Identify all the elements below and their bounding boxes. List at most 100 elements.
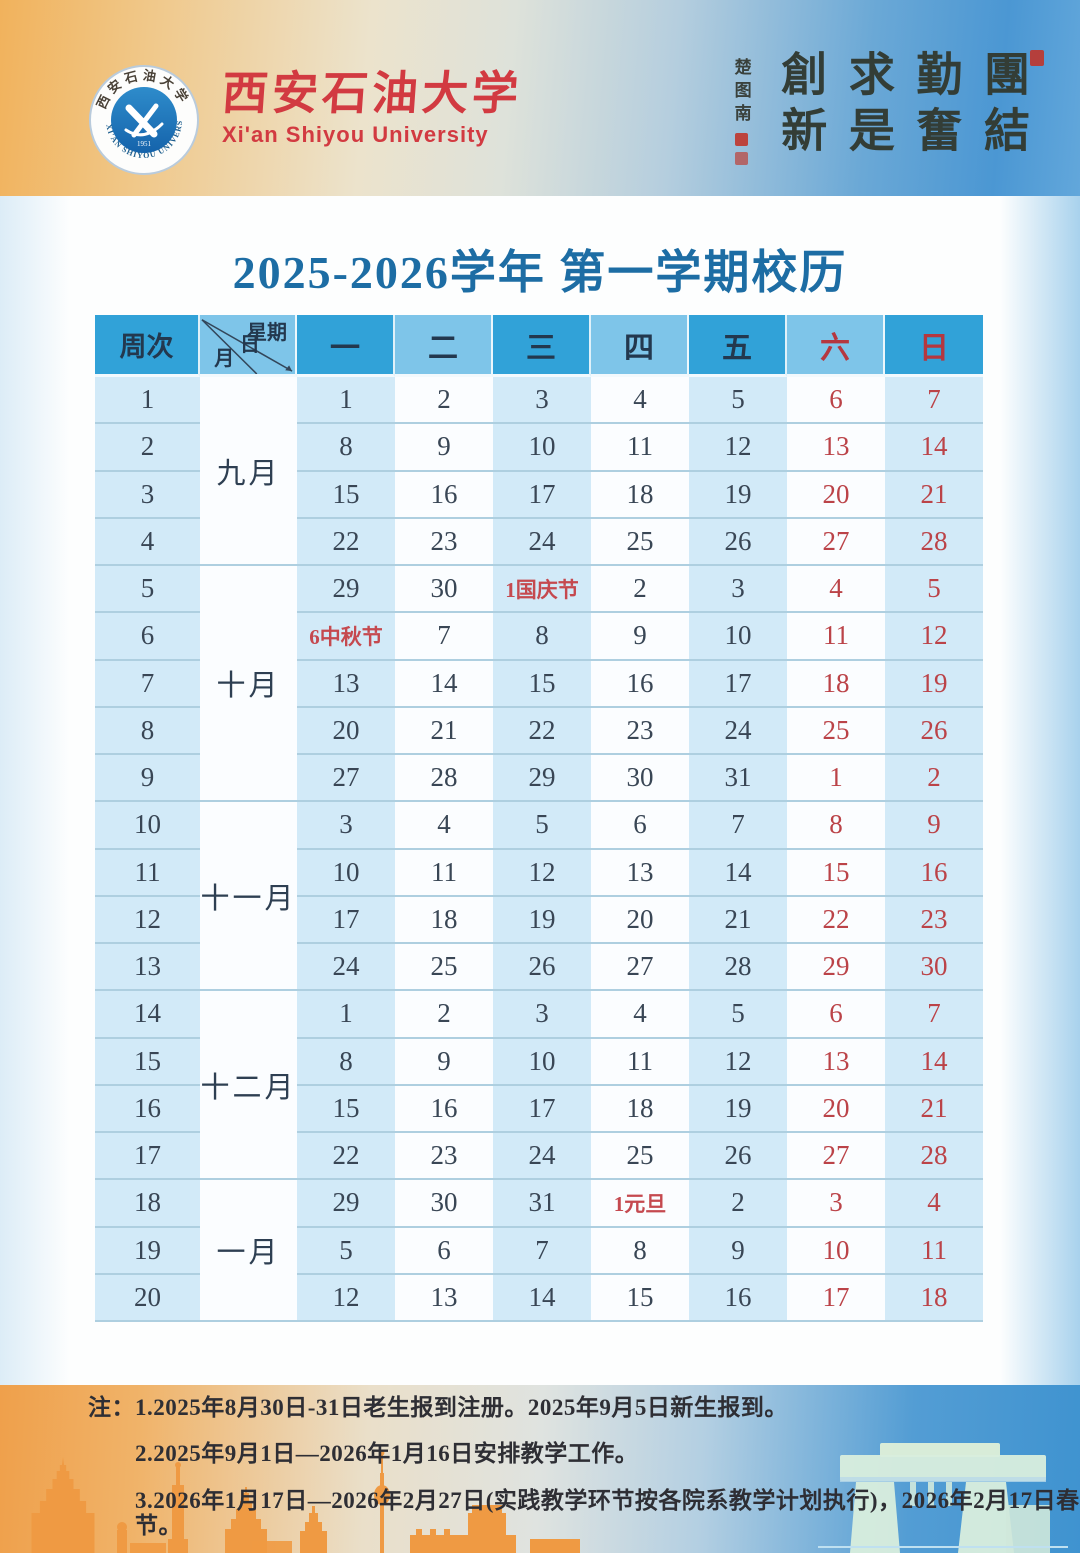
day-cell: 14 — [885, 1038, 983, 1086]
day-cell: 10 — [493, 1038, 591, 1086]
day-cell: 1 — [787, 755, 885, 803]
day-cell: 1 — [297, 991, 395, 1039]
page-title: 2025-2026学年 第一学期校历 — [232, 247, 848, 298]
holiday-cell: 1元旦 — [591, 1180, 689, 1228]
day-cell: 25 — [591, 518, 689, 566]
week-number-cell: 8 — [95, 707, 200, 755]
week-number-cell: 3 — [95, 471, 200, 519]
day-cell: 15 — [297, 1085, 395, 1133]
day-cell: 15 — [787, 849, 885, 897]
day-cell: 15 — [297, 471, 395, 519]
weekday-header-7: 日 — [885, 315, 983, 377]
motto-word: 求是 — [842, 50, 894, 162]
day-cell: 15 — [591, 1274, 689, 1322]
day-cell: 27 — [787, 1133, 885, 1181]
campus-gate-icon — [818, 1443, 1068, 1553]
day-cell: 24 — [493, 1133, 591, 1181]
calligraphy-motto: 團結 勤奮 求是 創新 楚图南 — [729, 50, 1044, 180]
day-cell: 26 — [493, 944, 591, 992]
day-cell: 24 — [297, 944, 395, 992]
university-logo-icon: 西安石油大学 XI'AN SHIYOU UNIVERSITY 1951 — [88, 64, 199, 175]
weekday-header-5: 五 — [689, 315, 787, 377]
day-cell: 10 — [297, 849, 395, 897]
day-cell: 12 — [493, 849, 591, 897]
day-cell: 15 — [493, 660, 591, 708]
day-cell: 29 — [787, 944, 885, 992]
seal-stamp-icon — [734, 133, 748, 146]
diagonal-lines-icon — [201, 319, 293, 374]
day-cell: 31 — [689, 755, 787, 803]
day-cell: 18 — [395, 896, 493, 944]
day-cell: 16 — [885, 849, 983, 897]
day-cell: 5 — [689, 991, 787, 1039]
day-cell: 2 — [591, 566, 689, 614]
day-cell: 23 — [395, 1133, 493, 1181]
corner-day-label: 日 — [239, 334, 260, 357]
day-cell: 20 — [787, 1085, 885, 1133]
weekday-header-1: 一 — [297, 315, 395, 377]
day-cell: 6 — [787, 377, 885, 425]
motto-word: 勤奮 — [910, 50, 962, 162]
day-cell: 13 — [787, 1038, 885, 1086]
footer-band: 注：1.2025年8月30日-31日老生报到注册。2025年9月5日新生报到。 … — [0, 1385, 1080, 1553]
day-cell: 11 — [787, 613, 885, 661]
day-cell: 27 — [787, 518, 885, 566]
day-cell: 30 — [591, 755, 689, 803]
day-cell: 28 — [885, 1133, 983, 1181]
holiday-cell: 6中秋节 — [297, 613, 395, 661]
day-cell: 13 — [787, 424, 885, 472]
week-number-cell: 11 — [95, 849, 200, 897]
day-cell: 12 — [689, 1038, 787, 1086]
month-cell: 十月 — [200, 566, 297, 803]
day-cell: 17 — [787, 1274, 885, 1322]
day-cell: 20 — [297, 707, 395, 755]
day-cell: 13 — [395, 1274, 493, 1322]
week-number-cell: 19 — [95, 1227, 200, 1275]
day-cell: 20 — [787, 471, 885, 519]
corner-month-label: 月 — [214, 348, 235, 371]
signature-text: 楚图南 — [731, 58, 751, 127]
day-cell: 10 — [689, 613, 787, 661]
day-cell: 19 — [493, 896, 591, 944]
day-cell: 16 — [395, 471, 493, 519]
university-name-cn: 西安石油大学 — [220, 68, 524, 119]
right-edge-tint — [1000, 196, 1080, 1386]
week-column-header: 周次 — [95, 315, 200, 377]
banner: 西安石油大学 XI'AN SHIYOU UNIVERSITY 1951 西安石油… — [0, 0, 1080, 196]
day-cell: 3 — [787, 1180, 885, 1228]
week-number-cell: 1 — [95, 377, 200, 425]
day-cell: 11 — [591, 1038, 689, 1086]
note-line-1: 注：1.2025年8月30日-31日老生报到注册。2025年9月5日新生报到。 — [88, 1395, 788, 1420]
day-cell: 23 — [395, 518, 493, 566]
day-cell: 21 — [885, 1085, 983, 1133]
day-cell: 16 — [395, 1085, 493, 1133]
week-number-cell: 12 — [95, 896, 200, 944]
logo-block: 西安石油大学 XI'AN SHIYOU UNIVERSITY 1951 西安石油… — [88, 64, 524, 176]
seal-stamp-icon — [734, 152, 748, 165]
university-name-en: Xi'an Shiyou University — [222, 122, 489, 148]
day-cell: 18 — [591, 471, 689, 519]
day-cell: 27 — [591, 944, 689, 992]
day-cell: 16 — [591, 660, 689, 708]
weekday-header-3: 三 — [493, 315, 591, 377]
month-cell: 一月 — [200, 1180, 297, 1322]
weekday-header-4: 四 — [591, 315, 689, 377]
day-cell: 12 — [297, 1274, 395, 1322]
day-cell: 27 — [297, 755, 395, 803]
day-cell: 7 — [885, 377, 983, 425]
day-cell: 30 — [395, 1180, 493, 1228]
day-cell: 26 — [689, 1133, 787, 1181]
day-cell: 24 — [493, 518, 591, 566]
day-cell: 2 — [395, 377, 493, 425]
day-cell: 25 — [591, 1133, 689, 1181]
day-cell: 19 — [689, 1085, 787, 1133]
day-cell: 14 — [885, 424, 983, 472]
day-cell: 11 — [591, 424, 689, 472]
day-cell: 5 — [885, 566, 983, 614]
day-cell: 23 — [885, 896, 983, 944]
day-cell: 4 — [591, 377, 689, 425]
day-cell: 29 — [493, 755, 591, 803]
day-cell: 8 — [297, 1038, 395, 1086]
day-cell: 13 — [591, 849, 689, 897]
weekday-header-6: 六 — [787, 315, 885, 377]
